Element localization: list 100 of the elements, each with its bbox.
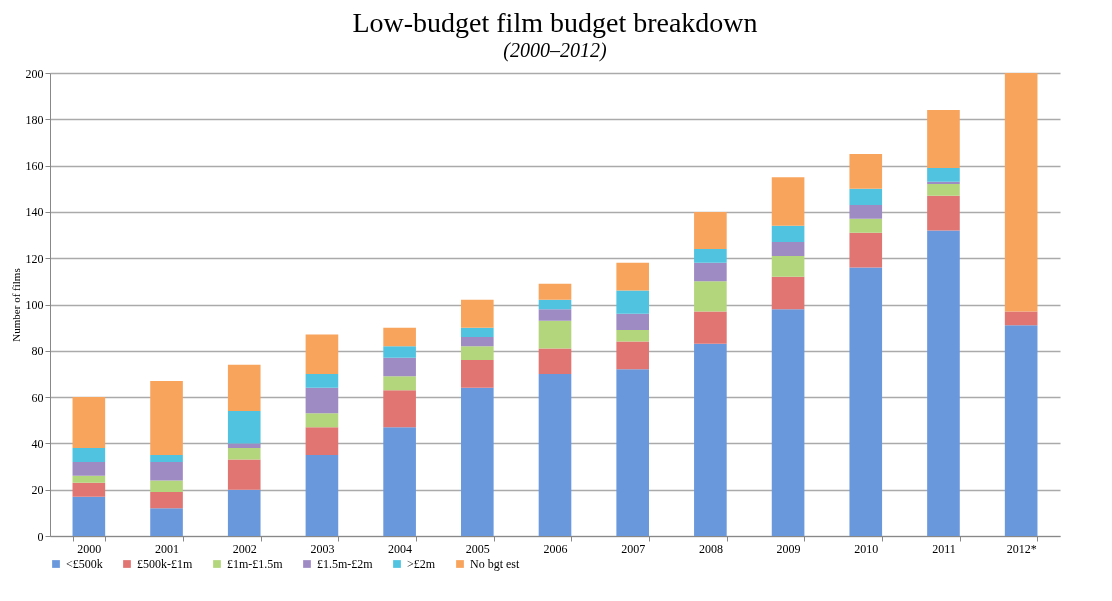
bar: [305, 334, 339, 374]
bar: [694, 262, 727, 282]
bar: [538, 299, 572, 310]
bar: [771, 242, 805, 256]
y-tick-label: 100: [25, 298, 44, 312]
bar: [305, 454, 339, 536]
x-tick-label: 2006: [543, 541, 568, 556]
chart-subtitle: (2000–2012): [503, 39, 607, 62]
bar: [538, 373, 572, 536]
bar: [383, 346, 416, 358]
bar: [305, 373, 339, 388]
legend-label: >£2m: [407, 557, 436, 571]
bar: [849, 188, 883, 205]
bar: [694, 281, 727, 312]
bar: [72, 448, 106, 462]
bar: [305, 387, 339, 414]
bar: [460, 327, 494, 337]
x-tick-label: 2010: [854, 541, 879, 556]
legend-label: No bgt est: [470, 557, 520, 571]
bar: [694, 311, 727, 344]
bar: [150, 480, 183, 493]
y-tick-label: 0: [37, 529, 44, 544]
bar: [927, 167, 960, 182]
y-tick-label: 80: [31, 344, 44, 359]
bar: [694, 343, 727, 536]
bar: [616, 313, 650, 330]
bar: [616, 341, 650, 370]
chart-title: Low-budget film budget breakdown: [352, 7, 758, 38]
x-tick-label: 2007: [621, 541, 646, 556]
x-tick-label: 2008: [698, 541, 723, 556]
bar: [1004, 311, 1038, 326]
bar: [383, 427, 416, 536]
bar: [227, 443, 261, 449]
bar: [771, 177, 805, 226]
y-tick-label: 160: [25, 159, 44, 174]
bar: [771, 255, 805, 277]
bar: [227, 489, 261, 536]
bar: [771, 276, 805, 310]
legend-label: £500k-£1m: [137, 557, 193, 571]
legend-label: £1.5m-£2m: [317, 557, 374, 571]
bar: [538, 348, 572, 374]
bar: [383, 357, 416, 377]
y-tick-label: 40: [31, 436, 44, 451]
bar: [616, 329, 650, 342]
bar: [694, 211, 727, 249]
x-tick-label: 2005: [465, 541, 490, 556]
bar: [460, 360, 494, 388]
bar: [227, 448, 261, 460]
bar: [616, 369, 650, 536]
bar: [460, 299, 494, 328]
y-tick-label: 200: [25, 66, 44, 81]
bar: [927, 230, 960, 536]
legend-label: <£500k: [66, 557, 103, 571]
bar: [927, 184, 960, 196]
bar: [1004, 325, 1038, 536]
bar: [383, 327, 416, 347]
bar: [383, 376, 416, 391]
y-tick-label: 20: [31, 483, 44, 498]
y-tick-label: 120: [25, 251, 44, 266]
bar: [150, 492, 183, 509]
y-tick-label: 140: [25, 205, 44, 220]
bar: [305, 427, 339, 455]
x-tick-label: 2009: [776, 541, 801, 556]
bar: [227, 364, 261, 411]
y-tick-label: 180: [25, 112, 44, 127]
x-tick-label: 2002: [232, 541, 257, 556]
bar: [460, 387, 494, 536]
bar: [460, 346, 494, 361]
bar: [849, 154, 883, 189]
bar: [694, 248, 727, 263]
bar: [538, 309, 572, 321]
bar: [150, 508, 183, 536]
x-tick-label: 2004: [388, 541, 413, 556]
bar: [538, 283, 572, 300]
bar: [849, 218, 883, 233]
bar: [616, 290, 650, 314]
bar: [305, 413, 339, 428]
bar: [383, 390, 416, 428]
bar: [538, 320, 572, 349]
legend-label: £1m-£1.5m: [227, 557, 284, 571]
y-tick-label: 60: [31, 390, 44, 405]
bar: [227, 410, 261, 444]
bar: [150, 461, 183, 481]
bar: [227, 459, 261, 490]
bar: [150, 380, 183, 455]
bar: [72, 475, 106, 483]
x-tick-label: 2011: [932, 541, 956, 556]
bar: [849, 204, 883, 219]
bar: [849, 232, 883, 268]
bar: [849, 267, 883, 536]
bar: [72, 397, 106, 449]
bar: [72, 461, 106, 476]
x-tick-label: 2012*: [1006, 541, 1037, 556]
bar: [72, 496, 106, 536]
bar: [771, 225, 805, 242]
bar: [150, 454, 183, 462]
bar: [771, 309, 805, 536]
y-axis-title: Number of films: [9, 268, 22, 342]
bar: [927, 195, 960, 231]
x-tick-label: 2001: [155, 541, 180, 556]
